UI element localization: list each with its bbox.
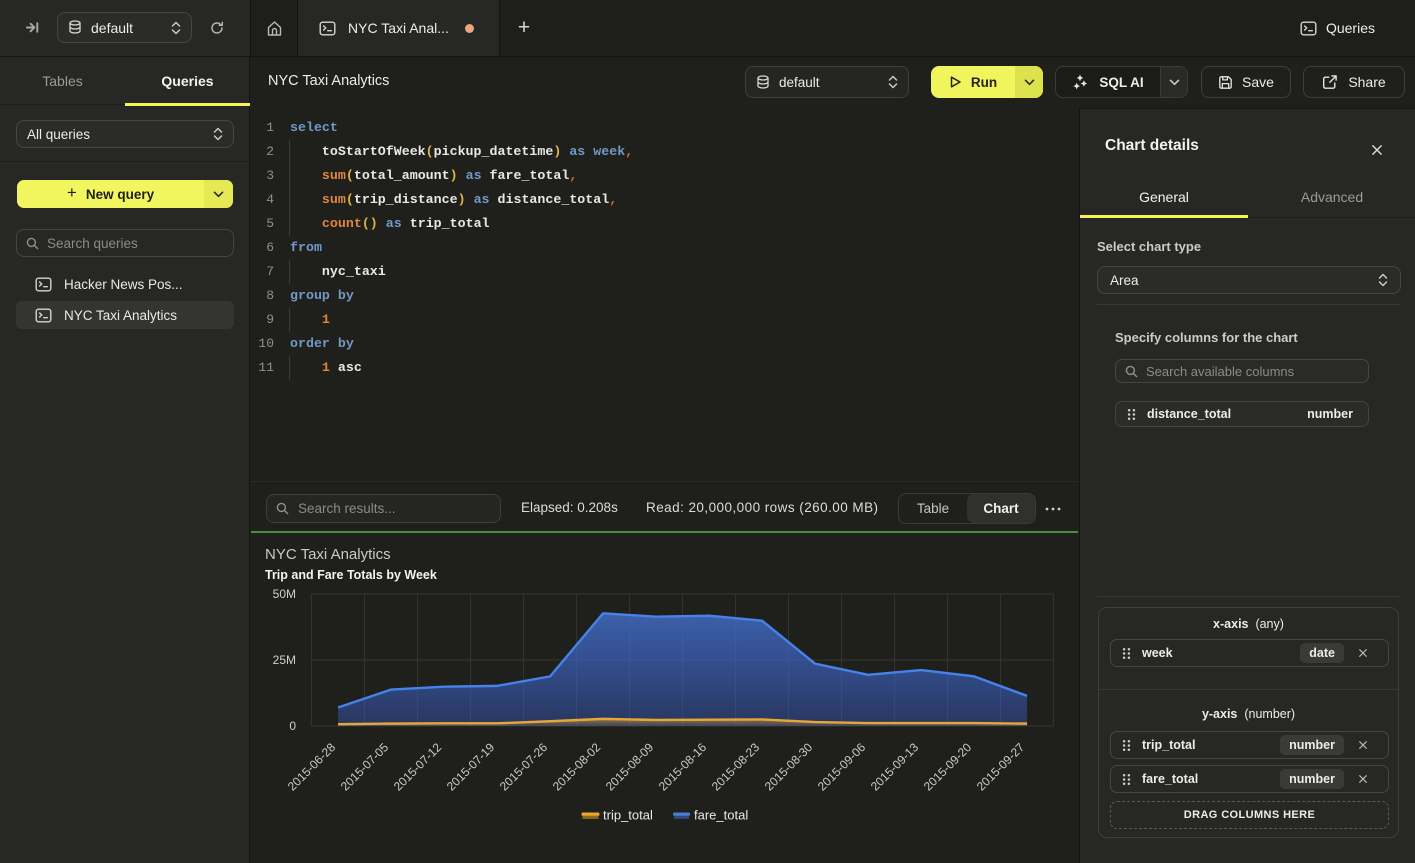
svg-text:2015-07-19: 2015-07-19 [444, 740, 498, 794]
svg-text:2015-07-26: 2015-07-26 [497, 740, 551, 794]
svg-text:2015-08-02: 2015-08-02 [550, 740, 604, 794]
svg-text:50M: 50M [273, 587, 296, 601]
svg-text:2015-08-23: 2015-08-23 [709, 740, 763, 794]
svg-text:2015-07-12: 2015-07-12 [391, 740, 445, 794]
svg-text:2015-08-09: 2015-08-09 [603, 740, 657, 794]
svg-text:2015-07-05: 2015-07-05 [338, 740, 392, 794]
svg-text:2015-09-13: 2015-09-13 [868, 740, 922, 794]
svg-text:2015-09-06: 2015-09-06 [815, 740, 869, 794]
svg-text:2015-08-16: 2015-08-16 [656, 740, 710, 794]
svg-text:2015-09-27: 2015-09-27 [974, 740, 1028, 794]
svg-text:trip_total: trip_total [603, 808, 653, 823]
svg-text:2015-06-28: 2015-06-28 [285, 740, 339, 794]
svg-text:0: 0 [289, 719, 296, 733]
svg-text:2015-08-30: 2015-08-30 [762, 740, 816, 794]
svg-text:2015-09-20: 2015-09-20 [921, 740, 975, 794]
svg-text:25M: 25M [273, 653, 296, 667]
svg-text:fare_total: fare_total [694, 808, 748, 823]
